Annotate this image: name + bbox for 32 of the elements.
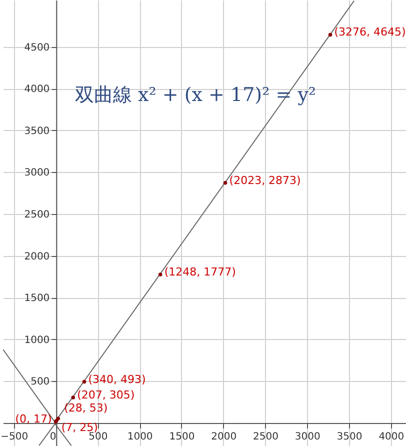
y-tick-label: 1500 [24,293,50,304]
data-label: (340, 493) [88,372,146,386]
y-tick-label: 4500 [24,42,50,54]
x-tick-label: 3500 [336,432,362,443]
data-label: (1248, 1777) [164,265,236,278]
x-tick-label: 0 [50,432,56,443]
point [71,396,75,400]
data-label: (207, 305) [77,388,135,402]
y-tick-label: 3000 [24,168,50,179]
y-tick-label: 3500 [24,126,50,137]
point [82,380,86,384]
point [328,32,332,37]
y-tick-label: 2500 [24,210,50,221]
x-tick-label: 4000 [378,432,404,443]
y-tick-label: 2000 [24,251,50,262]
x-tick-label: 3000 [294,432,320,443]
x-tick-label: 1000 [127,432,153,443]
x-tick-label: 1500 [169,432,195,443]
x-tick-label: 2500 [253,432,278,443]
data-label: (28, 53) [64,402,108,415]
point [56,416,60,420]
y-tick-label: 4000 [24,84,50,96]
y-tick-label: 1000 [24,334,50,346]
x-tick-label: −500 [0,432,28,443]
point [223,180,228,185]
y-tick-label: 500 [30,376,50,388]
data-label: (3276, 4645) [334,26,406,39]
x-tick-label: 500 [88,432,108,443]
point [158,272,162,276]
x-tick-label: 2000 [211,432,237,443]
data-label: (0, 17) [15,412,52,426]
data-label: (2023, 2873) [229,174,301,187]
